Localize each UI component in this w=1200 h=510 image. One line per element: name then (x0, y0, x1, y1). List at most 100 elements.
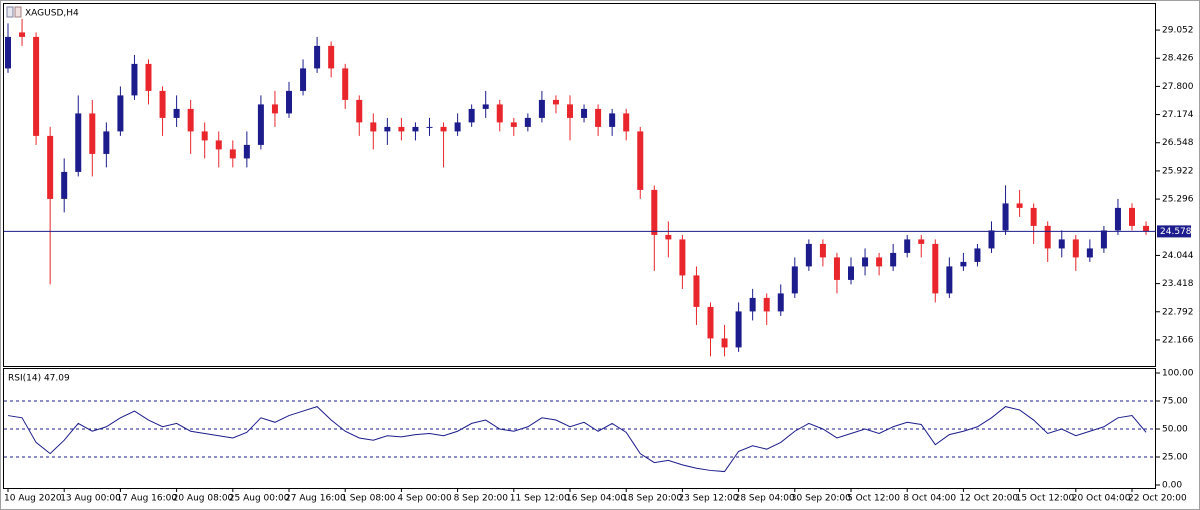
candle-body (721, 338, 728, 348)
x-tick-label: 28 Sep 04:00 (735, 494, 795, 504)
candle-body (314, 45, 321, 69)
candle-body (1143, 225, 1150, 232)
x-tick-label: 1 Sep 08:00 (341, 494, 396, 504)
candle-body (328, 45, 335, 69)
candle-body (749, 297, 756, 312)
candle-body (623, 113, 630, 132)
candle-body (1114, 207, 1121, 231)
candle-body (862, 257, 869, 267)
candle-body (482, 104, 489, 109)
candle-body (187, 108, 194, 132)
candle-body (257, 104, 264, 145)
candle-body (538, 99, 545, 118)
y-tick-label: 22.792 (1162, 307, 1194, 317)
x-tick-label: 18 Sep 20:00 (622, 494, 682, 504)
y-tick-label: 0.00 (1162, 481, 1182, 491)
candle-body (103, 131, 110, 154)
y-tick-label: 28.426 (1162, 54, 1194, 64)
candle-body (510, 122, 517, 127)
x-tick-label: 22 Oct 20:00 (1128, 494, 1187, 504)
candle-body (791, 266, 798, 294)
candle-body (609, 113, 616, 127)
candle-body (567, 104, 573, 118)
candle-body (707, 306, 714, 339)
y-tick-label: 50.00 (1162, 425, 1188, 435)
candle-body (693, 275, 700, 307)
candle-body (75, 113, 82, 172)
candle-body (833, 257, 840, 280)
candle-body (19, 32, 26, 37)
candle-body (890, 252, 897, 267)
candle-body (496, 104, 503, 123)
candle-body (131, 63, 138, 96)
candle-body (398, 126, 405, 132)
candle-body (145, 63, 152, 91)
candle-body (271, 104, 278, 114)
candle-body (468, 108, 475, 123)
candle-body (370, 122, 377, 132)
candle-body (805, 243, 812, 267)
candle-body (61, 171, 68, 199)
candle-body (1030, 207, 1037, 226)
rsi-line (7, 406, 1147, 473)
candle-body (5, 36, 11, 69)
candle-body (159, 90, 166, 118)
y-tick-label: 27.174 (1162, 110, 1194, 120)
candle-body (117, 95, 124, 132)
candle-body (763, 297, 770, 312)
symbol-icon (6, 6, 22, 18)
rsi-title: RSI(14) 47.09 (8, 374, 70, 384)
candle-body (651, 189, 658, 235)
candle-body (440, 126, 447, 132)
x-tick-label: 15 Oct 12:00 (1016, 494, 1075, 504)
candle-body (777, 293, 784, 312)
candle-body (356, 99, 363, 123)
candle-body (286, 90, 292, 114)
candle-body (1016, 203, 1023, 208)
y-tick-label: 75.00 (1162, 397, 1188, 407)
candle-body (524, 117, 531, 127)
y-tick-label: 27.800 (1162, 82, 1194, 92)
x-tick-label: 12 Oct 20:00 (959, 494, 1018, 504)
current-price-box (1157, 225, 1191, 238)
y-tick-label: 29.052 (1162, 26, 1194, 36)
candle-body (665, 234, 672, 240)
candle-body (819, 243, 826, 258)
candle-body (848, 266, 854, 280)
candle-body (1086, 248, 1093, 258)
candle-body (932, 243, 939, 294)
chart-title: XAGUSD,H4 (25, 9, 79, 19)
candle-body (904, 239, 911, 253)
x-tick-label: 16 Sep 04:00 (566, 494, 626, 504)
x-tick-label: 27 Aug 16:00 (285, 494, 346, 504)
y-tick-label: 26.548 (1162, 138, 1194, 148)
candle-body (229, 149, 236, 159)
candle-body (33, 36, 40, 136)
x-tick-label: 8 Oct 04:00 (903, 494, 956, 504)
candle-body (47, 135, 54, 199)
candle-body (552, 99, 559, 105)
y-tick-label: 22.166 (1162, 335, 1194, 345)
candle-body (679, 239, 686, 276)
y-tick-label: 100.00 (1162, 369, 1194, 379)
candle-body (637, 131, 644, 190)
x-tick-label: 20 Aug 08:00 (173, 494, 234, 504)
candle-body (1072, 239, 1079, 258)
price-panel (3, 3, 1156, 367)
candle-body (1044, 225, 1051, 249)
candle-body (595, 108, 602, 127)
candle-body (988, 230, 995, 249)
current-price-label: 24.578 (1160, 227, 1192, 237)
y-tick-label: 25.00 (1162, 453, 1188, 463)
x-tick-label: 13 Aug 00:00 (60, 494, 121, 504)
y-tick-label: 25.296 (1162, 195, 1194, 205)
x-tick-label: 5 Oct 12:00 (847, 494, 900, 504)
y-tick-label: 25.922 (1162, 166, 1194, 176)
candle-body (173, 108, 180, 118)
candle-body (1100, 230, 1107, 249)
candle-body (384, 126, 391, 132)
candle-body (918, 239, 925, 244)
x-tick-label: 20 Oct 04:00 (1072, 494, 1131, 504)
